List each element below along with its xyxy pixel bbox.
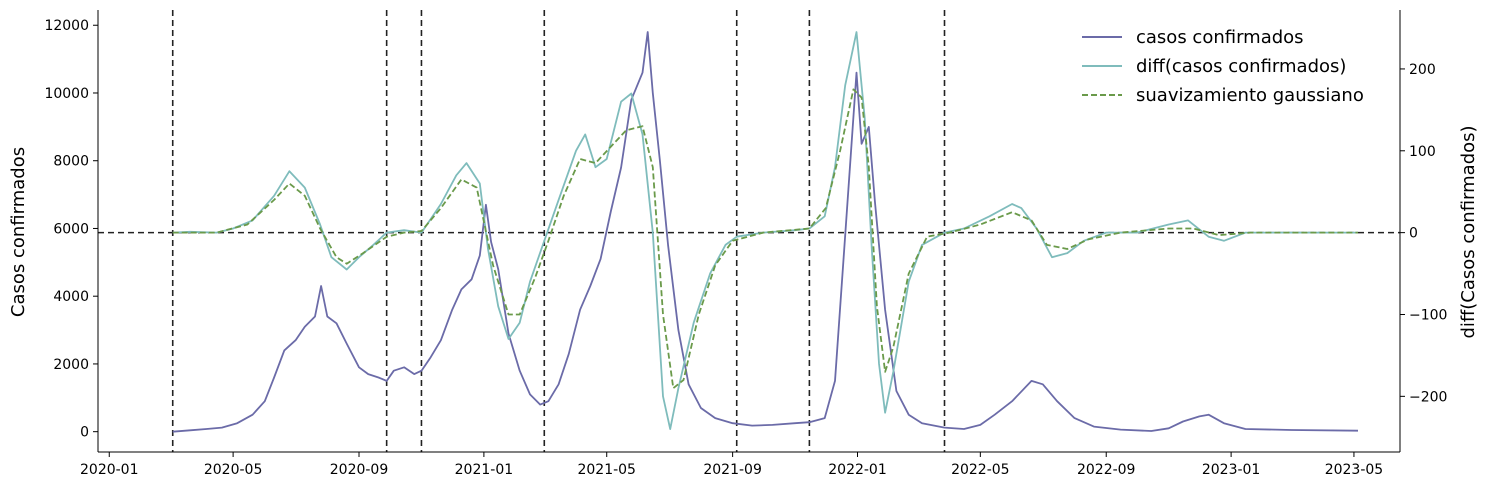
right-y-axis-ticks: −200 −100 0 100 200 [1400, 62, 1447, 405]
left-y-axis-label: Casos confirmados [8, 147, 29, 317]
x-tick-label: 2021-05 [577, 462, 636, 478]
x-tick-label: 2020-09 [330, 462, 389, 478]
right-y-axis-label: diff(Casos confirmados) [1458, 125, 1479, 338]
legend-label-3: suavizamiento gaussiano [1136, 85, 1364, 106]
series-lines [172, 31, 1359, 433]
right-y-tick-label: 0 [1409, 226, 1418, 242]
x-tick-label: 2022-05 [951, 462, 1010, 478]
left-y-tick-label: 12000 [44, 18, 89, 34]
x-tick-label: 2022-09 [1077, 462, 1136, 478]
legend-label-2: diff(casos confirmados) [1136, 56, 1346, 77]
left-y-tick-label: 0 [80, 425, 89, 441]
axes [97, 10, 1401, 453]
x-tick-label: 2020-05 [204, 462, 263, 478]
x-tick-label: 2023-05 [1325, 462, 1384, 478]
left-y-tick-label: 10000 [44, 86, 89, 102]
x-tick-label: 2022-01 [828, 462, 887, 478]
right-y-tick-label: 200 [1409, 62, 1436, 78]
right-y-tick-label: −200 [1409, 389, 1447, 405]
left-y-tick-label: 2000 [53, 357, 89, 373]
right-y-tick-label: −100 [1409, 307, 1447, 323]
left-y-tick-label: 8000 [53, 154, 89, 170]
x-tick-label: 2023-01 [1202, 462, 1261, 478]
left-y-tick-label: 4000 [53, 289, 89, 305]
left-y-tick-label: 6000 [53, 221, 89, 237]
legend-label-1: casos confirmados [1136, 27, 1304, 48]
x-tick-label: 2021-01 [455, 462, 514, 478]
legend: casos confirmados diff(casos confirmados)… [1082, 27, 1364, 106]
x-tick-label: 2020-01 [80, 462, 139, 478]
right-y-tick-label: 100 [1409, 144, 1436, 160]
series-line-3 [172, 88, 1358, 390]
x-axis-ticks: 2020-01 2020-05 2020-09 2021-01 2021-05 2021-… [80, 452, 1383, 478]
left-y-axis-ticks: 0 2000 4000 6000 8000 10000 12000 [44, 18, 98, 441]
x-tick-label: 2021-09 [703, 462, 762, 478]
series-line-1 [172, 31, 1359, 433]
